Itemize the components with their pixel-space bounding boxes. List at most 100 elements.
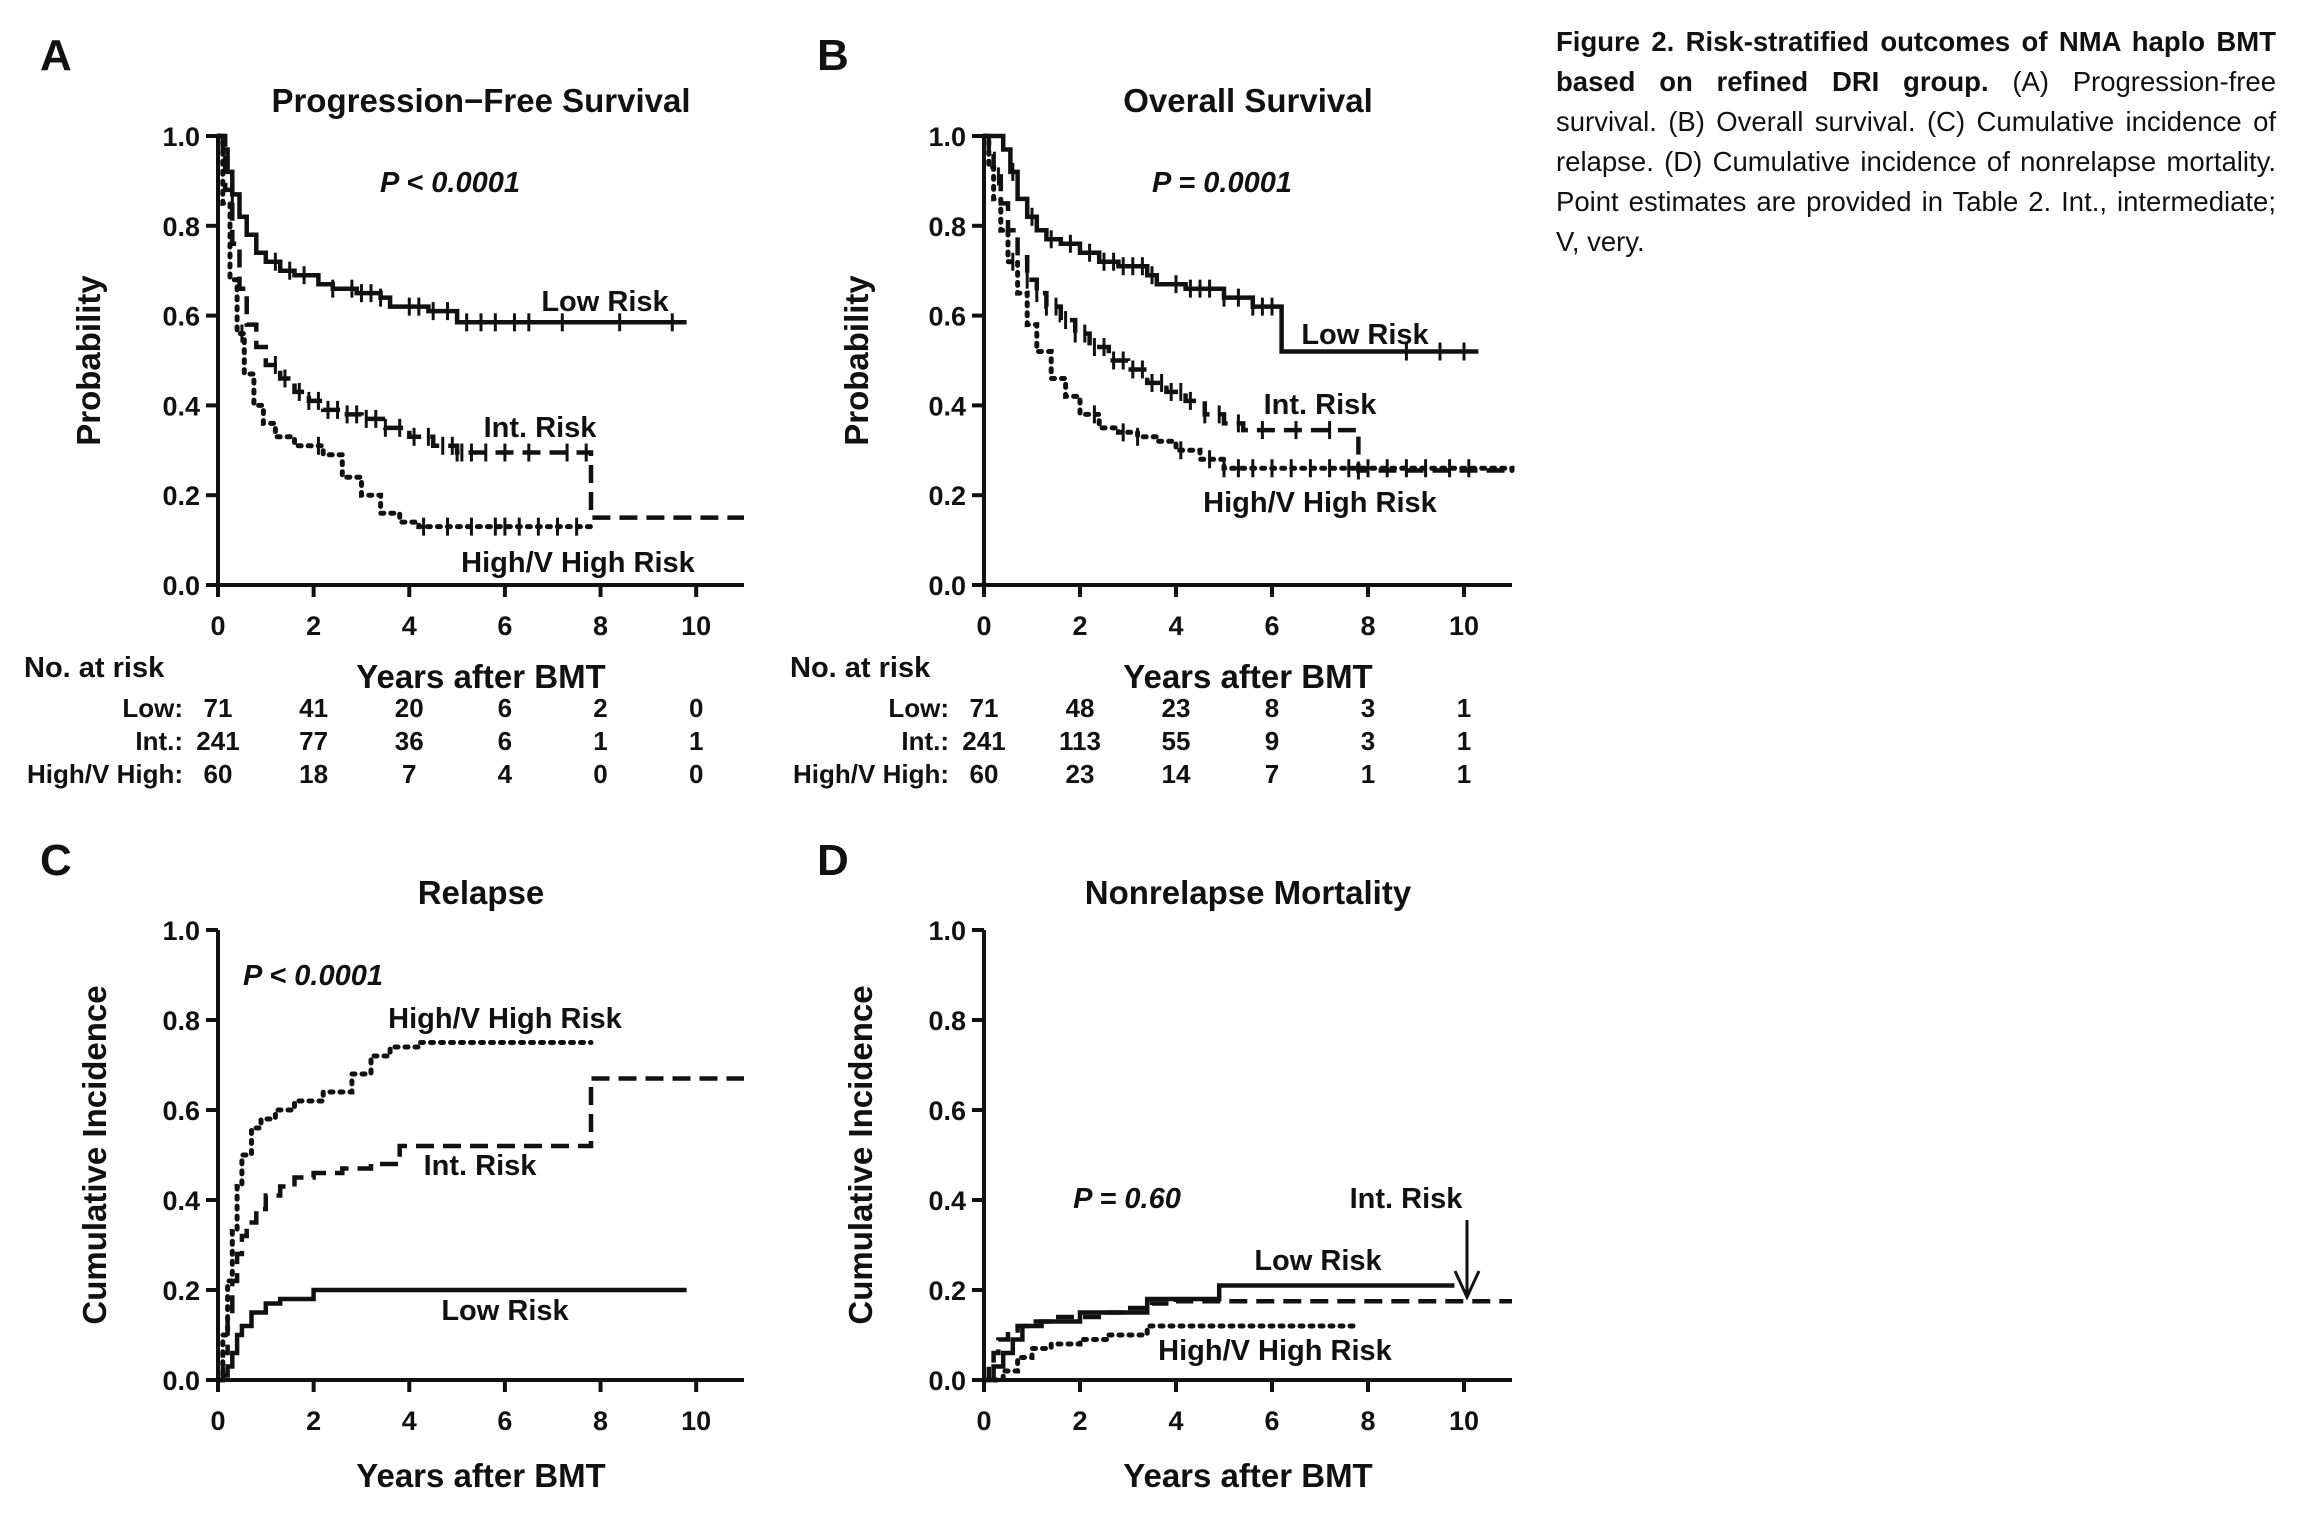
risk-table-header: No. at risk (790, 652, 931, 684)
series-line-dotted (981, 1323, 1361, 1383)
caption-bold: Figure 2. Risk-stratified outcomes of NM… (1556, 26, 2276, 97)
x-tick-label: 0 (976, 1406, 991, 1436)
x-axis-label: Years after BMT (1123, 1457, 1372, 1494)
y-tick-label: 0.0 (928, 1366, 966, 1396)
curve-label: High/V High Risk (388, 1003, 623, 1035)
arrow-head (1453, 1270, 1481, 1301)
curve-label: High/V High Risk (1158, 1335, 1393, 1367)
y-tick-label: 0.4 (162, 1186, 200, 1216)
chart-title: Overall Survival (1123, 82, 1372, 119)
y-axis-label: Probability (70, 275, 107, 446)
risk-value: 14 (1162, 759, 1191, 789)
risk-value: 6 (498, 726, 512, 756)
risk-value: 55 (1162, 726, 1191, 756)
p-value: P = 0.0001 (1152, 167, 1292, 199)
x-tick-label: 4 (402, 611, 417, 641)
y-tick-label: 0.8 (162, 212, 200, 242)
x-tick-label: 2 (1072, 1406, 1087, 1436)
y-tick-label: 0.2 (162, 1276, 200, 1306)
risk-value: 7 (402, 759, 416, 789)
series-line-dotted (981, 133, 1515, 473)
x-tick-label: 6 (497, 1406, 512, 1436)
series-line-dashed (984, 1299, 1512, 1383)
risk-value: 18 (299, 759, 328, 789)
risk-value: 71 (204, 693, 233, 723)
risk-value: 7 (1265, 759, 1279, 789)
caption-text: (A) Progression-free survival. (B) Overa… (1556, 66, 2276, 257)
x-tick-label: 0 (210, 1406, 225, 1436)
x-tick-label: 4 (1168, 1406, 1183, 1436)
y-tick-label: 0.2 (928, 1276, 966, 1306)
risk-row-label: Int.: (135, 726, 183, 756)
curve-label: High/V High Risk (461, 547, 696, 579)
risk-value: 8 (1265, 693, 1279, 723)
chart-title: Nonrelapse Mortality (1085, 874, 1412, 911)
risk-value: 2 (593, 693, 607, 723)
x-tick-label: 10 (1449, 1406, 1479, 1436)
risk-value: 4 (498, 759, 513, 789)
x-tick-label: 8 (593, 611, 608, 641)
panel-letter: C (40, 836, 72, 885)
risk-value: 23 (1162, 693, 1191, 723)
series-line-dashed (984, 133, 1512, 473)
x-axis-label: Years after BMT (1123, 658, 1372, 695)
p-value: P < 0.0001 (243, 960, 383, 992)
curve-label: High/V High Risk (1203, 487, 1438, 519)
x-tick-label: 0 (976, 611, 991, 641)
risk-value: 0 (689, 693, 703, 723)
risk-value: 60 (204, 759, 233, 789)
y-tick-label: 0.6 (928, 1096, 966, 1126)
p-value: P = 0.60 (1073, 1183, 1181, 1215)
y-tick-label: 0.0 (928, 571, 966, 601)
risk-value: 23 (1066, 759, 1095, 789)
panel-d: D Nonrelapse Mortality 0.0 0.2 0.4 0.6 0.8 1.0 0… (817, 836, 1512, 1494)
x-tick-label: 6 (497, 611, 512, 641)
y-tick-label: 0.2 (928, 481, 966, 511)
figure-caption: Figure 2. Risk-stratified outcomes of NM… (1556, 22, 2276, 262)
y-tick-label: 0.4 (162, 391, 200, 421)
panel-c: C Relapse 0.0 0.2 0.4 0.6 0.8 1.0 0 2 4 6 8 10 Cumulat… (40, 836, 744, 1494)
risk-value: 41 (299, 693, 328, 723)
y-tick-label: 0.0 (162, 1366, 200, 1396)
x-tick-label: 8 (593, 1406, 608, 1436)
risk-value: 71 (970, 693, 999, 723)
y-axis-label: Cumulative Incidence (842, 985, 879, 1324)
y-axis-label: Probability (838, 275, 875, 446)
risk-row-label: Low: (888, 693, 949, 723)
risk-value: 0 (593, 759, 607, 789)
risk-value: 20 (395, 693, 424, 723)
chart-title: Progression−Free Survival (271, 82, 690, 119)
panel-letter: B (817, 31, 849, 80)
risk-value: 36 (395, 726, 424, 756)
y-tick-label: 0.6 (162, 1096, 200, 1126)
risk-value: 60 (970, 759, 999, 789)
x-tick-label: 10 (681, 1406, 711, 1436)
risk-value: 3 (1361, 726, 1375, 756)
risk-value: 6 (498, 693, 512, 723)
x-tick-label: 2 (306, 611, 321, 641)
risk-value: 48 (1066, 693, 1095, 723)
series-line-dashed (218, 1076, 744, 1383)
y-tick-label: 0.0 (162, 571, 200, 601)
series-line-dotted (215, 1040, 594, 1383)
risk-value: 241 (196, 726, 239, 756)
x-axis-label: Years after BMT (356, 658, 605, 695)
curve-label: Int. Risk (484, 412, 598, 444)
series-line-dotted (215, 133, 594, 530)
y-tick-label: 1.0 (162, 916, 200, 946)
risk-row-label: High/V High: (793, 759, 949, 789)
risk-value: 1 (593, 726, 607, 756)
y-tick-label: 0.6 (928, 302, 966, 332)
risk-value: 1 (1361, 759, 1375, 789)
panel-b: B Overall Survival 0.0 0.2 0.4 0.6 0.8 1.0 0 2 4 6 8… (790, 31, 1515, 789)
y-tick-label: 0.8 (928, 212, 966, 242)
curve-label: Low Risk (541, 286, 669, 318)
series-line-solid (984, 1283, 1455, 1383)
risk-value: 3 (1361, 693, 1375, 723)
y-tick-label: 1.0 (928, 916, 966, 946)
x-tick-label: 8 (1360, 611, 1375, 641)
y-axis-label: Cumulative Incidence (76, 985, 113, 1324)
arrow-label: Int. Risk (1350, 1183, 1464, 1215)
